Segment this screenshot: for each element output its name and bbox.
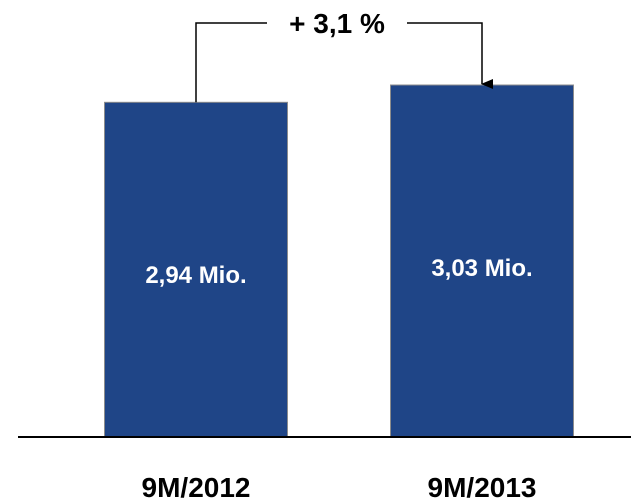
- change-connector: [195, 22, 482, 103]
- category-label: 9M/2013: [428, 472, 537, 502]
- change-label: + 3,1 %: [289, 8, 385, 39]
- bar-9m-2013: [390, 84, 574, 438]
- change-annotation: + 3,1 %: [195, 8, 482, 103]
- bar-value-label: 2,94 Mio.: [145, 262, 246, 289]
- category-label: 9M/2012: [142, 472, 251, 502]
- bar-value-label: 3,03 Mio.: [431, 255, 532, 282]
- labels-layer: 2,94 Mio. 9M/2012 3,03 Mio. 9M/2013: [142, 255, 537, 502]
- bar-9m-2012: [104, 101, 288, 438]
- bars-layer: [104, 84, 574, 438]
